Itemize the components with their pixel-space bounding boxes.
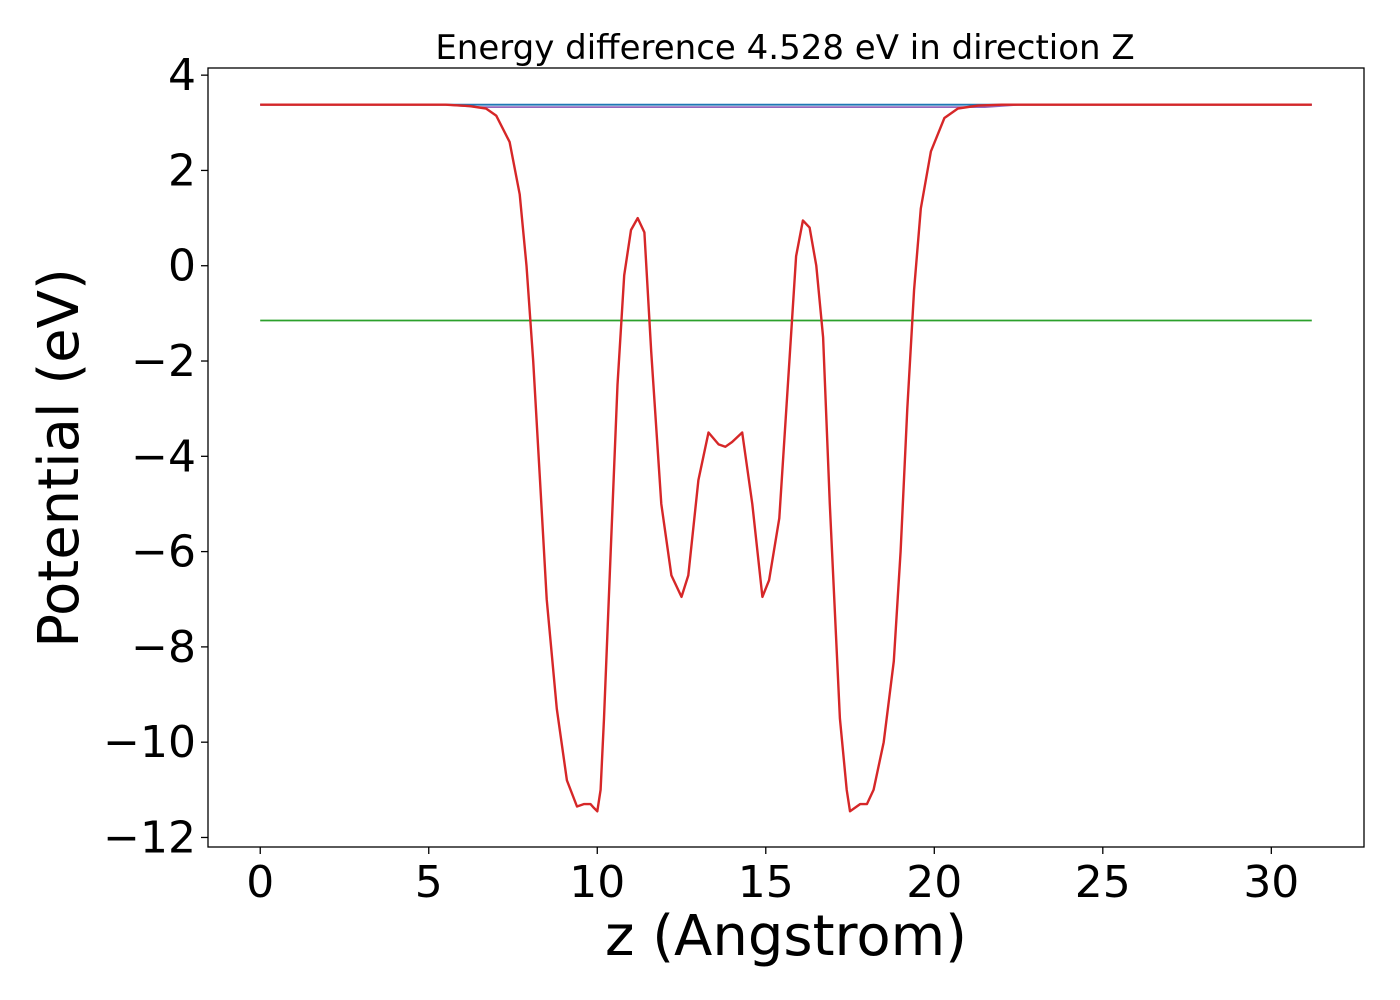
- x-tick-label: 10: [569, 857, 625, 908]
- y-axis-label: Potential (eV): [27, 268, 92, 648]
- x-axis-ticks: 0 5 10 15 20 25 30: [246, 847, 1299, 908]
- y-tick-label: −6: [131, 527, 196, 578]
- planar-potential-line: [260, 103, 1312, 813]
- x-axis-label: z (Angstrom): [605, 904, 967, 969]
- y-tick-label: −10: [103, 717, 196, 768]
- x-tick-label: 25: [1075, 857, 1131, 908]
- x-tick-label: 30: [1243, 857, 1299, 908]
- y-tick-label: −12: [103, 812, 196, 863]
- y-tick-label: −8: [131, 622, 196, 673]
- x-tick-label: 0: [246, 857, 274, 908]
- x-tick-label: 5: [415, 857, 443, 908]
- y-axis-ticks: 4 2 0 −2 −4 −6 −8 −10 −12: [103, 50, 208, 863]
- y-tick-label: −4: [131, 431, 196, 482]
- y-tick-label: 2: [168, 145, 196, 196]
- y-tick-label: 0: [168, 241, 196, 292]
- x-tick-label: 20: [906, 857, 962, 908]
- plot-lines: [260, 103, 1312, 813]
- x-tick-label: 15: [738, 857, 794, 908]
- chart-title: Energy difference 4.528 eV in direction …: [435, 28, 1134, 68]
- y-tick-label: −2: [131, 336, 196, 387]
- plot-frame: [207, 67, 1365, 848]
- y-tick-label: 4: [168, 50, 196, 101]
